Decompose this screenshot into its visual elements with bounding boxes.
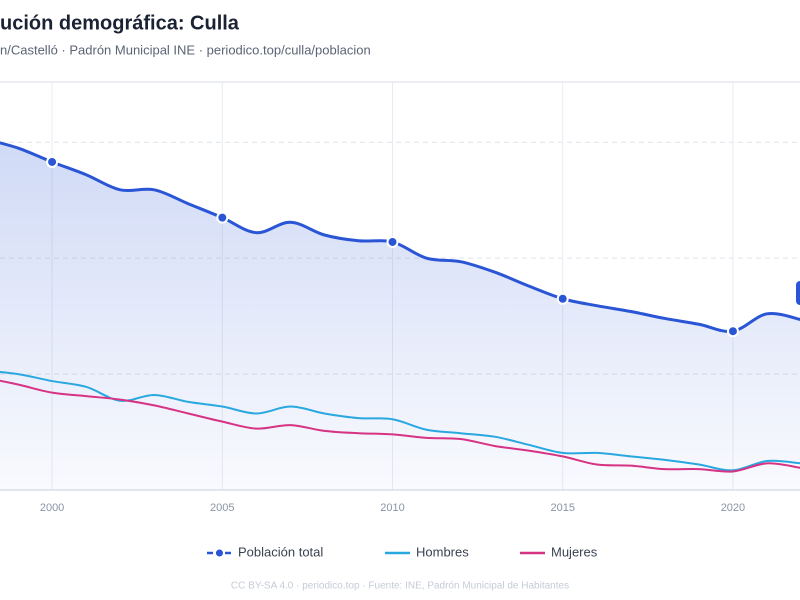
footer: CC BY-SA 4.0 · periodico.top · Fuente: I… <box>231 581 569 592</box>
x-tick-label: 2005 <box>210 502 234 514</box>
x-tick-label: 2015 <box>550 502 574 514</box>
point <box>726 325 739 338</box>
tooltip <box>796 281 800 305</box>
line <box>0 371 800 472</box>
x-tick-label: 2000 <box>40 502 64 514</box>
legend-label: Hombres <box>416 544 469 559</box>
point <box>556 292 569 305</box>
point <box>216 211 229 224</box>
point <box>46 155 59 168</box>
x-tick-label: 2020 <box>721 502 745 514</box>
legend-marker <box>216 549 223 557</box>
chart-title: ución demográfica: Culla <box>0 12 240 34</box>
chart-subtitle: n/Castelló · Padrón Municipal INE · peri… <box>0 42 371 57</box>
area <box>0 142 800 490</box>
legend-label: Mujeres <box>551 544 598 559</box>
legend-label: Población total <box>238 544 323 559</box>
point <box>386 235 399 248</box>
x-tick-label: 2010 <box>380 502 404 514</box>
line <box>0 379 800 473</box>
